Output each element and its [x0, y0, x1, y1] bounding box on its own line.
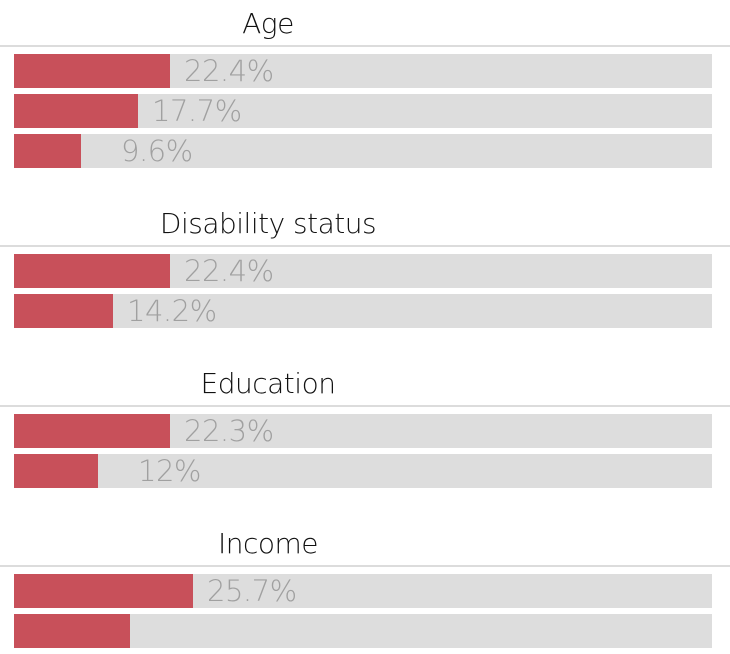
bar — [14, 294, 113, 328]
divider — [0, 405, 730, 407]
group-title: Disability status — [159, 207, 377, 240]
divider — [0, 45, 730, 47]
bar — [14, 54, 170, 88]
group-title: Income — [217, 527, 319, 560]
data-label: 22.3% — [184, 414, 274, 448]
bar — [14, 94, 138, 128]
divider — [0, 565, 730, 567]
data-label: 22.4% — [184, 254, 274, 288]
chart-group: Education 22.3% 12% — [0, 364, 730, 494]
group-title: Age — [242, 7, 294, 40]
data-label: 22.4% — [184, 54, 274, 88]
bar — [14, 454, 98, 488]
bar — [14, 614, 130, 648]
bar-track: 25.7% — [14, 574, 712, 608]
bar-track: 17.7% — [14, 94, 712, 128]
chart-group: Age 22.4% 17.7% 9.6% — [0, 4, 730, 174]
bar — [14, 414, 170, 448]
bar — [14, 134, 81, 168]
bar-track — [14, 614, 712, 648]
chart-group: Income 25.7% — [0, 524, 730, 654]
bar-track: 9.6% — [14, 134, 712, 168]
bar-track: 14.2% — [14, 294, 712, 328]
chart-group: Disability status 22.4% 14.2% — [0, 204, 730, 334]
divider — [0, 245, 730, 247]
bar-track: 22.3% — [14, 414, 712, 448]
data-label: 17.7% — [152, 94, 242, 128]
data-label: 14.2% — [127, 294, 217, 328]
data-label: 9.6% — [121, 134, 193, 168]
data-label: 12% — [138, 454, 201, 488]
bar — [14, 254, 170, 288]
data-label: 25.7% — [207, 574, 297, 608]
bar — [14, 574, 193, 608]
group-title: Education — [200, 367, 336, 400]
bar-track: 12% — [14, 454, 712, 488]
bar-track: 22.4% — [14, 254, 712, 288]
bar-track: 22.4% — [14, 54, 712, 88]
